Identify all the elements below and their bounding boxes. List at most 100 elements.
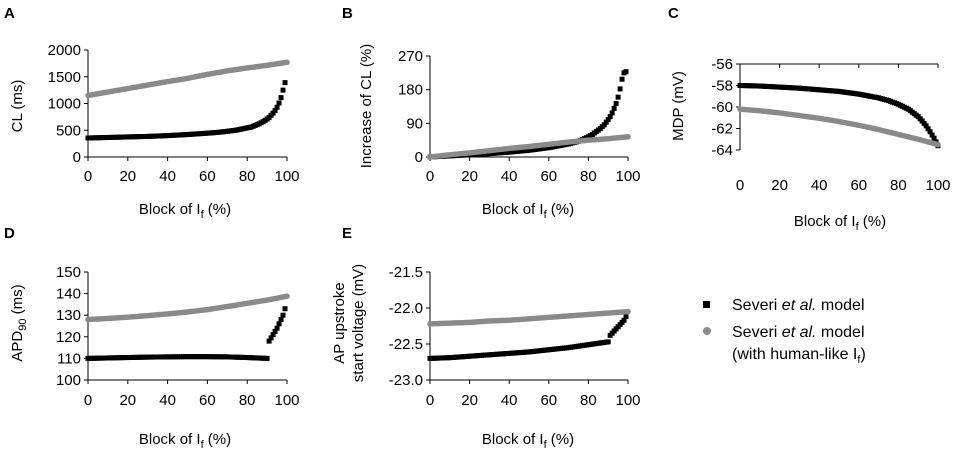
- panel-c-point-severi: [931, 135, 937, 141]
- panel-d-ytick-label: 100: [56, 372, 81, 389]
- legend-marker-severi-human-like: [703, 327, 711, 335]
- panel-d-ylabel-main: APD: [9, 331, 26, 362]
- panel-a-ylabel: CL (ms): [9, 80, 26, 133]
- panel-c-point-severi: [923, 123, 929, 129]
- panel-d-ylabel-suffix: (ms): [9, 284, 26, 318]
- panel-d-xtick-label: 100: [274, 392, 299, 409]
- legend-label-severi: Severi et al. model: [732, 297, 865, 314]
- legend-marker-severi: [703, 301, 710, 308]
- panel-d-ytick-label: 150: [56, 264, 81, 281]
- panel-b-ytick-label: 270: [398, 48, 423, 65]
- panel-c-xlabel: Block of If (%): [794, 213, 886, 233]
- panel-b-xtick-label: 80: [580, 168, 597, 185]
- panel-e-ytick-label: -21.5: [389, 264, 423, 281]
- panel-e-xlabel: Block of If (%): [482, 431, 574, 451]
- panel-e-xtick-label: 20: [461, 392, 478, 409]
- panel-d-point-severi: [276, 321, 282, 327]
- panel-e-ytick-label: -22.5: [389, 336, 423, 353]
- panel-e-point-severi: [621, 317, 627, 323]
- panel-c-xlabel-sub: f: [856, 221, 860, 233]
- panel-b-xtick-label: 60: [540, 168, 557, 185]
- panel-e-xlabel-suffix: (%): [547, 431, 575, 448]
- panel-b-point-severi: [615, 94, 621, 100]
- panel-d-xtick-label: 0: [84, 392, 92, 409]
- panel-b-xtick-label: 40: [501, 168, 518, 185]
- panel-d-point-severi: [280, 312, 286, 318]
- panel-c-ylabel: MDP (mV): [670, 71, 687, 141]
- panel-e-point-severi: [623, 314, 629, 320]
- panel-d-point-severi: [266, 338, 272, 344]
- panel-d-ylabel-sub: 90: [17, 319, 29, 331]
- panel-d-xtick-label: 80: [239, 392, 256, 409]
- panel-d-letter: D: [4, 225, 15, 242]
- panel-a-point-severi: [274, 104, 280, 110]
- panel-c-ytick-label: -56: [711, 56, 733, 73]
- panel-c: C -56 -58 -60 -62 -64 0 20 40 60 80 100 MDP (mV) B…: [668, 5, 951, 233]
- panel-c-xtick-label: 100: [925, 177, 950, 194]
- panel-d-xlabel-sub: f: [201, 439, 205, 451]
- panel-c-point-severi: [929, 132, 935, 138]
- panel-a-xlabel-sub: f: [201, 209, 205, 221]
- panel-e-xtick-label: 40: [501, 392, 518, 409]
- panel-b-xlabel-main: Block of I: [482, 201, 544, 218]
- panel-c-ytick-label: -64: [711, 142, 733, 159]
- panel-b-ytick-label: 90: [406, 115, 423, 132]
- panel-e: E -21.5 -22.0 -22.5 -23.00 20 40 60 80 100 AP up…: [331, 225, 641, 451]
- panel-e-ytick-label: -22.0: [389, 300, 423, 317]
- panel-d-ytick-label: 110: [57, 350, 81, 367]
- panel-d-xtick-label: 60: [199, 392, 216, 409]
- panel-c-xlabel-main: Block of I: [794, 213, 856, 230]
- panel-e-xtick-label: 60: [540, 392, 557, 409]
- panel-d-xlabel-suffix: (%): [204, 431, 232, 448]
- panel-b-letter: B: [342, 5, 353, 22]
- panel-c-letter: C: [668, 5, 679, 22]
- panel-c-point-severi-human-like: [935, 141, 941, 148]
- panel-c-xtick-label: 0: [736, 177, 744, 194]
- panel-c-xtick-label: 60: [850, 177, 867, 194]
- panel-b-point-severi: [609, 110, 615, 116]
- panel-d-point-severi: [268, 335, 274, 341]
- panel-a: A 0 500 1000 1500 2000 0 20 40 60 80 100 CL (ms) B…: [4, 5, 300, 221]
- panel-a-point-severi: [270, 110, 276, 116]
- panel-b-point-severi: [617, 86, 623, 92]
- panel-d-point-severi-human-like: [284, 293, 290, 299]
- panel-d-xlabel-main: Block of I: [139, 431, 201, 448]
- panel-a-xtick-label: 60: [199, 168, 216, 185]
- panel-e-ylabel-line1: AP upstroke: [331, 282, 348, 363]
- panel-a-xlabel-main: Block of I: [139, 201, 201, 218]
- panel-a-point-severi-human-like: [284, 59, 290, 66]
- panel-e-point-severi: [605, 339, 611, 345]
- panel-b-ytick-label: 0: [415, 149, 423, 166]
- panel-a-ytick-label: 500: [56, 122, 81, 139]
- panel-d-ytick-label: 120: [56, 329, 81, 346]
- panel-b-xtick-label: 20: [461, 168, 478, 185]
- panel-b-ylabel: Increase of CL (%): [358, 44, 375, 169]
- legend: Severi et al. model Severi et al. model …: [703, 297, 866, 366]
- panel-a-ytick-label: 0: [73, 149, 81, 166]
- panel-a-ytick-label: 1500: [48, 69, 81, 86]
- panel-b-point-severi: [605, 117, 611, 123]
- panel-b-point-severi: [607, 114, 613, 120]
- panel-a-xlabel: Block of If (%): [139, 201, 231, 221]
- panel-c-xtick-label: 80: [890, 177, 907, 194]
- panel-a-point-severi: [276, 100, 282, 106]
- panel-b-xtick-label: 0: [426, 168, 434, 185]
- panel-e-xlabel-sub: f: [544, 439, 548, 451]
- panel-d-ytick-label: 130: [56, 307, 81, 324]
- panel-c-ytick-label: -60: [711, 99, 733, 116]
- panel-d-ytick-label: 140: [56, 286, 81, 303]
- panel-c-point-severi: [927, 129, 933, 135]
- panel-e-xtick-label: 80: [580, 392, 597, 409]
- panel-d-point-severi: [282, 306, 288, 312]
- panel-d-ylabel: APD90 (ms): [9, 284, 29, 361]
- panel-d-xtick-label: 20: [119, 392, 136, 409]
- panel-a-ytick-label: 2000: [48, 42, 81, 59]
- panel-d-point-severi: [272, 328, 278, 334]
- panel-b: B 0 90 180 270 0 20 40 60 80 100 Increase of CL (…: [342, 5, 641, 221]
- panel-e-letter: E: [342, 225, 352, 242]
- panel-b-xlabel-sub: f: [544, 209, 548, 221]
- panel-e-point-severi-human-like: [625, 308, 631, 315]
- panel-d-xtick-label: 40: [159, 392, 176, 409]
- panel-c-xtick-label: 20: [771, 177, 788, 194]
